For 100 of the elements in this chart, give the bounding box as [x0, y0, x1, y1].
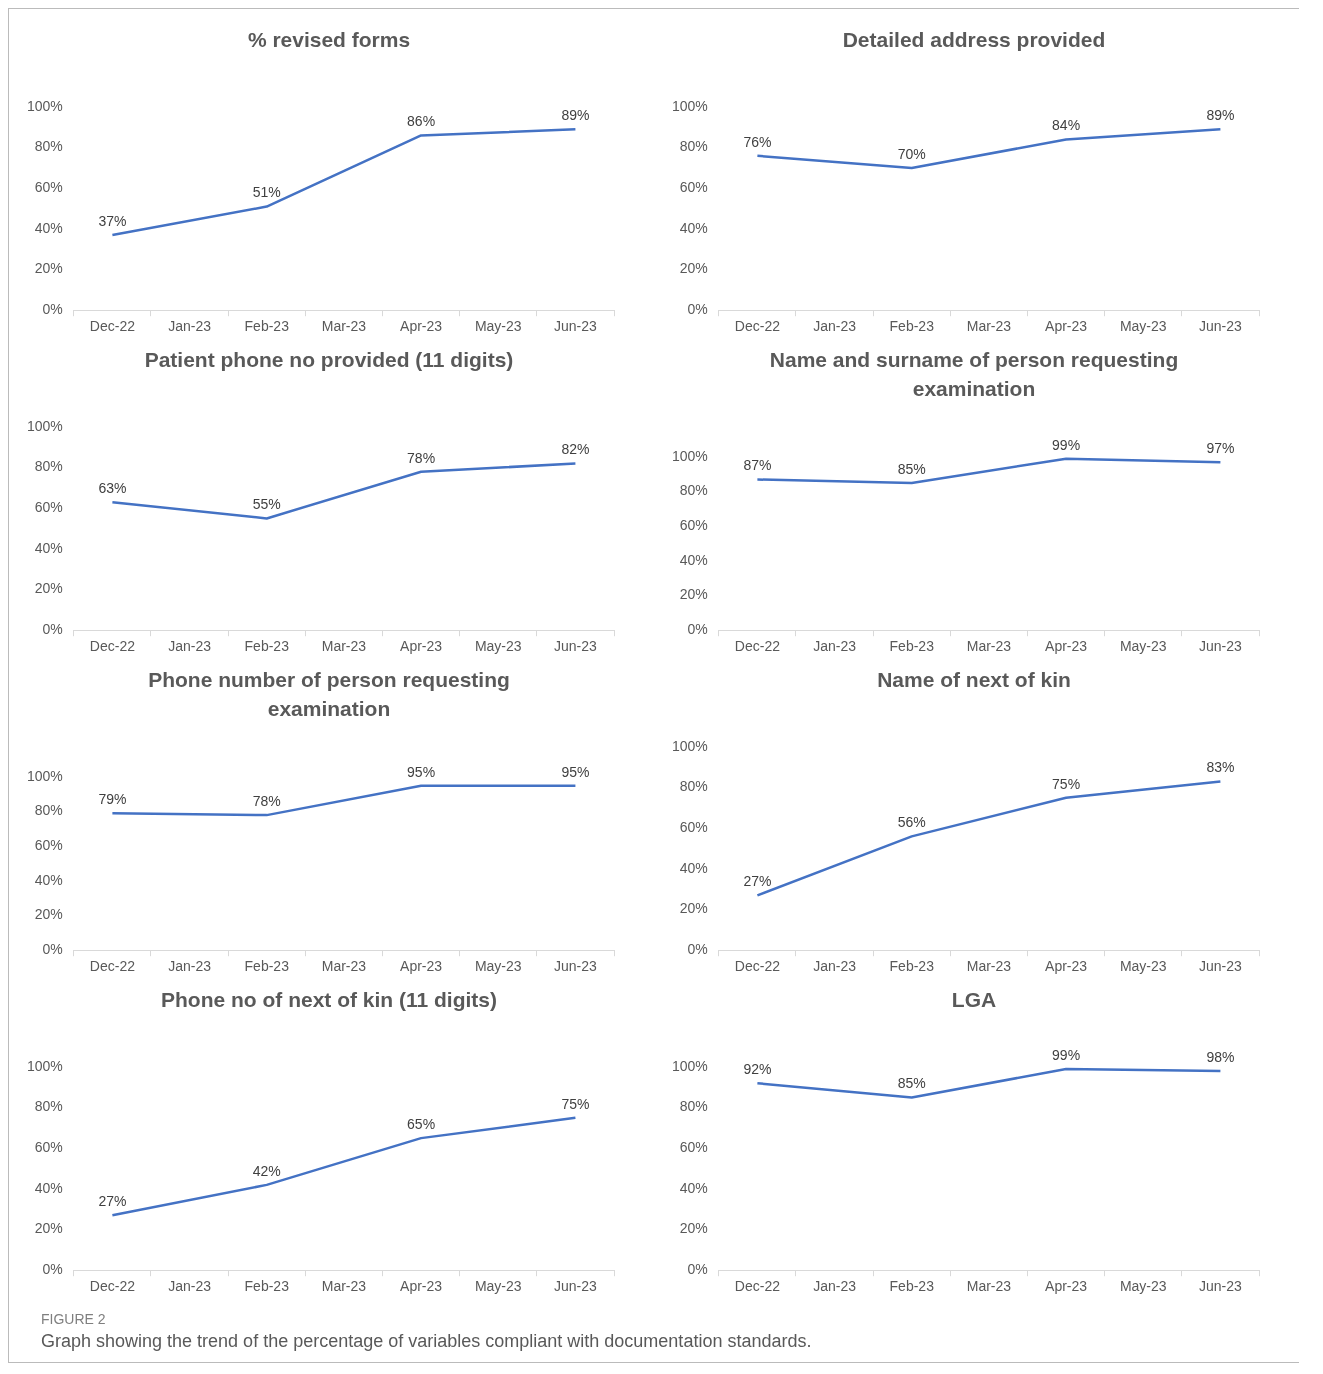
y-tick-label: 0% — [687, 621, 708, 638]
y-tick-label: 60% — [34, 499, 63, 516]
y-tick-label: 60% — [679, 517, 708, 534]
data-label: 97% — [1206, 440, 1235, 457]
x-tick-label: Feb-23 — [244, 1278, 290, 1295]
y-tick-label: 100% — [671, 97, 708, 114]
y-tick-label: 100% — [26, 417, 63, 434]
x-tick-label: Jan-23 — [168, 958, 212, 975]
x-tick-label: Feb-23 — [889, 958, 935, 975]
x-tick-label: Dec-22 — [89, 318, 136, 335]
x-tick-label: Mar-23 — [321, 1278, 367, 1295]
x-tick-label: Dec-22 — [734, 318, 781, 335]
y-tick-label: 60% — [34, 837, 63, 854]
y-tick-label: 20% — [679, 586, 708, 603]
x-tick-label: Jun-23 — [1199, 318, 1243, 335]
y-tick-label: 0% — [687, 941, 708, 958]
chart-title: Name and surname of person requesting examination — [768, 347, 1180, 402]
x-tick-label: Apr-23 — [400, 958, 443, 975]
data-label: 89% — [1206, 107, 1235, 124]
data-label: 42% — [252, 1162, 281, 1179]
y-tick-label: 80% — [679, 778, 708, 795]
x-tick-label: Dec-22 — [89, 1278, 136, 1295]
data-label: 82% — [561, 441, 590, 458]
data-label: 78% — [252, 792, 281, 809]
data-label: 27% — [743, 873, 772, 890]
y-tick-label: 40% — [679, 551, 708, 568]
x-tick-label: Apr-23 — [1045, 1278, 1088, 1295]
y-tick-label: 80% — [34, 1098, 63, 1115]
chart-title: Phone number of person requesting examination — [147, 667, 511, 722]
y-tick-label: 100% — [26, 767, 63, 784]
data-label: 99% — [1052, 436, 1081, 453]
x-tick-label: May-23 — [1119, 1278, 1167, 1295]
data-label: 83% — [1206, 759, 1235, 776]
y-tick-label: 60% — [679, 179, 708, 196]
x-tick-label: Dec-22 — [89, 638, 136, 655]
x-tick-label: Jun-23 — [554, 958, 598, 975]
x-tick-label: Jun-23 — [554, 638, 598, 655]
x-tick-label: Jan-23 — [168, 318, 212, 335]
data-label: 65% — [407, 1115, 436, 1132]
y-tick-label: 0% — [687, 1261, 708, 1278]
x-tick-label: Dec-22 — [89, 958, 136, 975]
chart-title: LGA — [951, 987, 997, 1013]
data-label: 56% — [897, 814, 926, 831]
data-label: 75% — [561, 1095, 590, 1112]
data-label: 55% — [252, 496, 281, 513]
y-tick-label: 0% — [42, 301, 63, 318]
data-label: 51% — [252, 184, 281, 201]
data-label: 75% — [1052, 775, 1081, 792]
data-label: 98% — [1206, 1048, 1235, 1065]
chart-title: Detailed address provided — [842, 27, 1106, 53]
data-label: 85% — [897, 460, 926, 477]
y-tick-label: 60% — [679, 1139, 708, 1156]
y-tick-label: 40% — [679, 219, 708, 236]
x-tick-label: Jan-23 — [813, 958, 857, 975]
x-tick-label: Jan-23 — [168, 638, 212, 655]
y-tick-label: 100% — [671, 1057, 708, 1074]
y-tick-label: 60% — [679, 819, 708, 836]
y-tick-label: 40% — [679, 859, 708, 876]
y-tick-label: 0% — [42, 1261, 63, 1278]
x-tick-label: May-23 — [1119, 638, 1167, 655]
x-tick-label: Apr-23 — [400, 638, 443, 655]
data-label: 27% — [98, 1193, 127, 1210]
x-tick-label: Dec-22 — [734, 638, 781, 655]
y-tick-label: 20% — [34, 260, 63, 277]
x-tick-label: Apr-23 — [400, 1278, 443, 1295]
x-tick-label: Jan-23 — [813, 318, 857, 335]
y-tick-label: 80% — [34, 138, 63, 155]
y-tick-label: 20% — [679, 1220, 708, 1237]
data-label: 92% — [743, 1061, 772, 1078]
chart-title: Phone no of next of kin (11 digits) — [160, 987, 497, 1013]
text: Graph showing the trend of the percentage of variables compliant with documentation standards. — [41, 1331, 813, 1352]
y-tick-label: 40% — [34, 219, 63, 236]
data-label: 79% — [98, 791, 127, 808]
caption: FIGURE 2 — [41, 1311, 107, 1327]
x-tick-label: May-23 — [474, 1278, 522, 1295]
y-tick-label: 100% — [26, 97, 63, 114]
x-tick-label: Jun-23 — [554, 318, 598, 335]
x-tick-label: Jan-23 — [813, 1278, 857, 1295]
x-tick-label: Jan-23 — [813, 638, 857, 655]
data-label: 76% — [743, 133, 772, 150]
y-tick-label: 20% — [34, 580, 63, 597]
x-tick-label: May-23 — [474, 958, 522, 975]
data-label: 87% — [743, 457, 772, 474]
y-tick-label: 60% — [34, 1139, 63, 1156]
x-tick-label: Apr-23 — [1045, 958, 1088, 975]
data-label: 89% — [561, 107, 590, 124]
x-tick-label: May-23 — [474, 318, 522, 335]
x-tick-label: Mar-23 — [966, 958, 1012, 975]
y-tick-label: 40% — [34, 539, 63, 556]
data-label: 85% — [897, 1075, 926, 1092]
chart-title: Name of next of kin — [877, 667, 1071, 693]
data-label: 84% — [1052, 117, 1081, 134]
y-tick-label: 0% — [42, 941, 63, 958]
x-tick-label: Mar-23 — [966, 638, 1012, 655]
x-tick-label: May-23 — [1119, 318, 1167, 335]
x-tick-label: Mar-23 — [966, 318, 1012, 335]
data-label: 78% — [407, 449, 436, 466]
data-label: 70% — [897, 145, 926, 162]
y-tick-label: 100% — [671, 737, 708, 754]
y-tick-label: 0% — [687, 301, 708, 318]
